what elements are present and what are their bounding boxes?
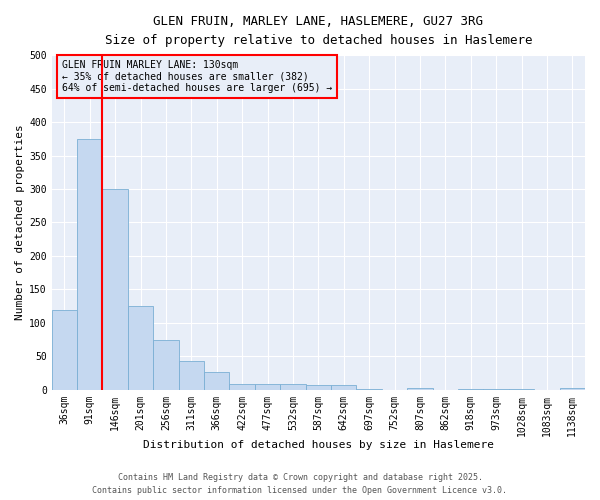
Bar xyxy=(153,340,179,390)
Bar xyxy=(255,384,280,390)
Text: Contains HM Land Registry data © Crown copyright and database right 2025.
Contai: Contains HM Land Registry data © Crown c… xyxy=(92,474,508,495)
Y-axis label: Number of detached properties: Number of detached properties xyxy=(15,124,25,320)
Bar xyxy=(356,388,382,390)
Title: GLEN FRUIN, MARLEY LANE, HASLEMERE, GU27 3RG
Size of property relative to detach: GLEN FRUIN, MARLEY LANE, HASLEMERE, GU27… xyxy=(104,15,532,47)
Bar xyxy=(103,189,128,390)
Bar xyxy=(179,361,204,390)
Bar xyxy=(52,310,77,390)
X-axis label: Distribution of detached houses by size in Haslemere: Distribution of detached houses by size … xyxy=(143,440,494,450)
Bar xyxy=(128,306,153,390)
Bar xyxy=(407,388,433,390)
Bar xyxy=(458,389,484,390)
Bar xyxy=(331,385,356,390)
Bar xyxy=(229,384,255,390)
Bar xyxy=(280,384,305,390)
Bar xyxy=(305,385,331,390)
Bar xyxy=(204,372,229,390)
Bar xyxy=(484,388,509,390)
Bar xyxy=(560,388,585,390)
Text: GLEN FRUIN MARLEY LANE: 130sqm
← 35% of detached houses are smaller (382)
64% of: GLEN FRUIN MARLEY LANE: 130sqm ← 35% of … xyxy=(62,60,332,94)
Bar xyxy=(509,389,534,390)
Bar xyxy=(77,139,103,390)
